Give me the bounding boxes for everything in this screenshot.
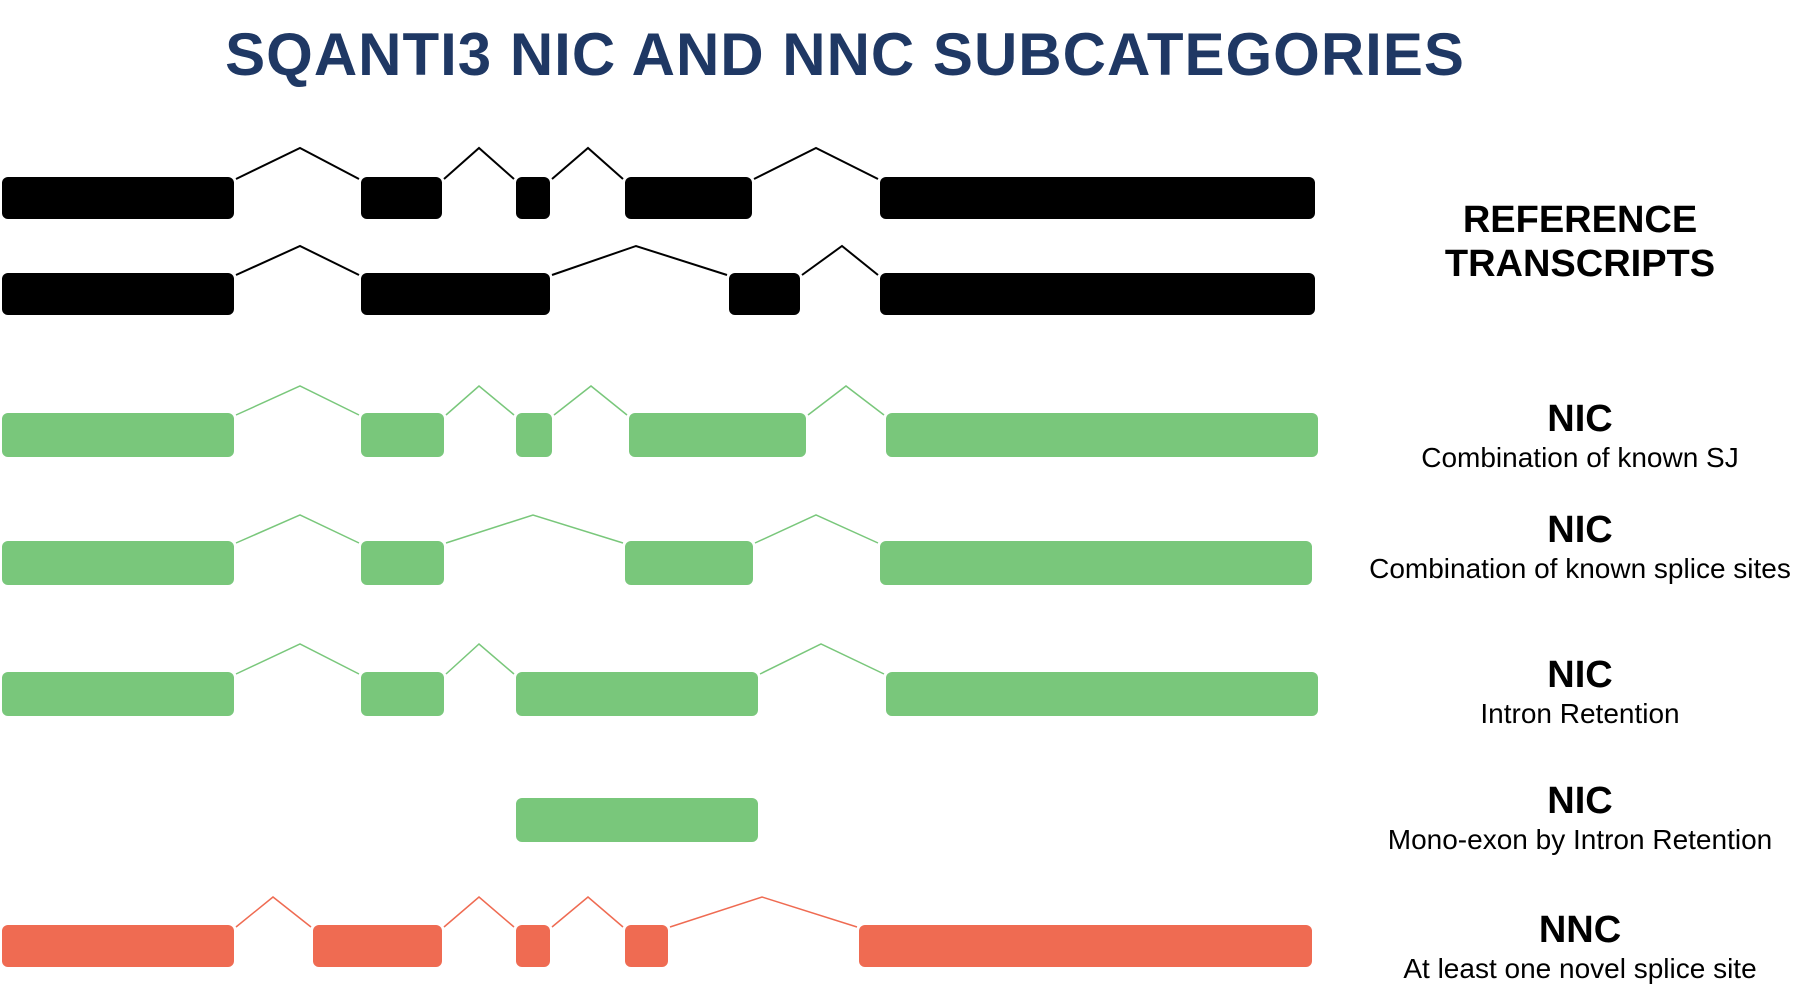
- nic-ir-transcript-intron-3: [759, 643, 885, 675]
- reference-transcript-2-exon-1: [2, 273, 234, 315]
- nic-sj-transcript-exon-4: [629, 413, 806, 457]
- reference-transcript-1-exon-3: [516, 177, 550, 219]
- reference-transcript-1: [2, 146, 1315, 219]
- label-nic-ss-head: NIC: [1547, 509, 1613, 551]
- reference-transcript-2-exon-2: [361, 273, 550, 315]
- reference-transcript-2-exon-4: [880, 273, 1315, 315]
- nic-ir-transcript-exon-4: [886, 672, 1318, 716]
- nic-ss-transcript-intron-3: [754, 514, 879, 544]
- label-nic-sj-head: NIC: [1547, 398, 1613, 440]
- label-nic-sj: NIC Combination of known SJ: [1340, 397, 1802, 475]
- nnc-transcript-exon-2: [313, 925, 442, 967]
- nnc-transcript: [2, 896, 1312, 967]
- nic-sj-transcript-intron-2: [445, 385, 515, 416]
- label-reference-head: REFERENCE TRANSCRIPTS: [1444, 199, 1716, 285]
- nic-ss-transcript: [2, 514, 1312, 585]
- nic-sj-transcript: [2, 385, 1318, 457]
- nnc-transcript-exon-1: [2, 925, 234, 967]
- reference-transcript-1-intron-3: [551, 146, 624, 180]
- nic-sj-transcript-intron-3: [553, 385, 628, 416]
- label-nic-mono-sub: Mono-exon by Intron Retention: [1387, 824, 1773, 855]
- nic-sj-transcript-exon-2: [361, 413, 444, 457]
- nnc-transcript-intron-2: [443, 896, 515, 928]
- nic-ss-transcript-exon-4: [880, 541, 1312, 585]
- nic-ss-transcript-exon-2: [361, 541, 444, 585]
- nic-ir-transcript-intron-1: [235, 643, 360, 675]
- nic-ir-transcript-exon-3: [516, 672, 758, 716]
- reference-transcript-1-exon-4: [625, 177, 752, 219]
- label-nic-mono-head: NIC: [1547, 780, 1613, 822]
- reference-transcript-1-exon-5: [880, 177, 1315, 219]
- reference-transcript-2-intron-1: [235, 244, 360, 276]
- nic-ir-transcript-exon-2: [361, 672, 444, 716]
- reference-transcript-1-exon-1: [2, 177, 234, 219]
- label-nic-ss: NIC Combination of known splice sites: [1340, 508, 1802, 586]
- nnc-transcript-exon-5: [859, 925, 1312, 967]
- nic-sj-transcript-intron-1: [235, 385, 360, 416]
- nnc-transcript-exon-4: [625, 925, 668, 967]
- label-nic-sj-sub: Combination of known SJ: [1421, 442, 1739, 473]
- nic-ss-transcript-intron-1: [235, 514, 360, 544]
- reference-transcript-2-exon-3: [729, 273, 800, 315]
- nic-sj-transcript-exon-3: [516, 413, 552, 457]
- label-nnc-head: NNC: [1538, 909, 1622, 951]
- label-nnc-sub: At least one novel splice site: [1403, 953, 1757, 984]
- label-nic-ir-head: NIC: [1547, 654, 1613, 696]
- nnc-transcript-intron-4: [669, 896, 858, 928]
- nnc-transcript-intron-1: [235, 896, 312, 928]
- reference-transcript-1-intron-2: [443, 146, 515, 180]
- reference-transcript-1-intron-1: [235, 146, 360, 180]
- nnc-transcript-exon-3: [516, 925, 550, 967]
- reference-transcript-1-exon-2: [361, 177, 442, 219]
- nic-ss-transcript-exon-1: [2, 541, 234, 585]
- label-nic-ir-sub: Intron Retention: [1480, 698, 1680, 729]
- reference-transcript-2: [2, 244, 1315, 315]
- label-nic-ss-sub: Combination of known splice sites: [1369, 553, 1791, 584]
- label-nnc: NNC At least one novel splice site: [1340, 908, 1802, 986]
- reference-transcript-1-intron-4: [753, 146, 879, 180]
- reference-transcript-2-intron-3: [801, 244, 879, 276]
- nic-sj-transcript-intron-4: [807, 385, 885, 416]
- diagram-title: SQANTI3 NIC AND NNC SUBCATEGORIES: [225, 21, 1465, 88]
- nic-ss-transcript-intron-2: [445, 514, 624, 544]
- nic-sj-transcript-exon-1: [2, 413, 234, 457]
- nic-ir-transcript-intron-2: [445, 642, 515, 675]
- nic-sj-transcript-exon-5: [886, 413, 1318, 457]
- nnc-transcript-intron-3: [551, 896, 624, 928]
- nic-mono-transcript: [516, 798, 758, 842]
- label-nic-ir: NIC Intron Retention: [1340, 653, 1802, 731]
- nic-ir-transcript: [2, 642, 1318, 716]
- label-reference: REFERENCE TRANSCRIPTS: [1340, 198, 1802, 286]
- label-nic-mono: NIC Mono-exon by Intron Retention: [1340, 779, 1802, 857]
- nic-mono-transcript-exon-1: [516, 798, 758, 842]
- nic-ss-transcript-exon-3: [625, 541, 753, 585]
- reference-transcript-2-intron-2: [551, 244, 728, 276]
- nic-ir-transcript-exon-1: [2, 672, 234, 716]
